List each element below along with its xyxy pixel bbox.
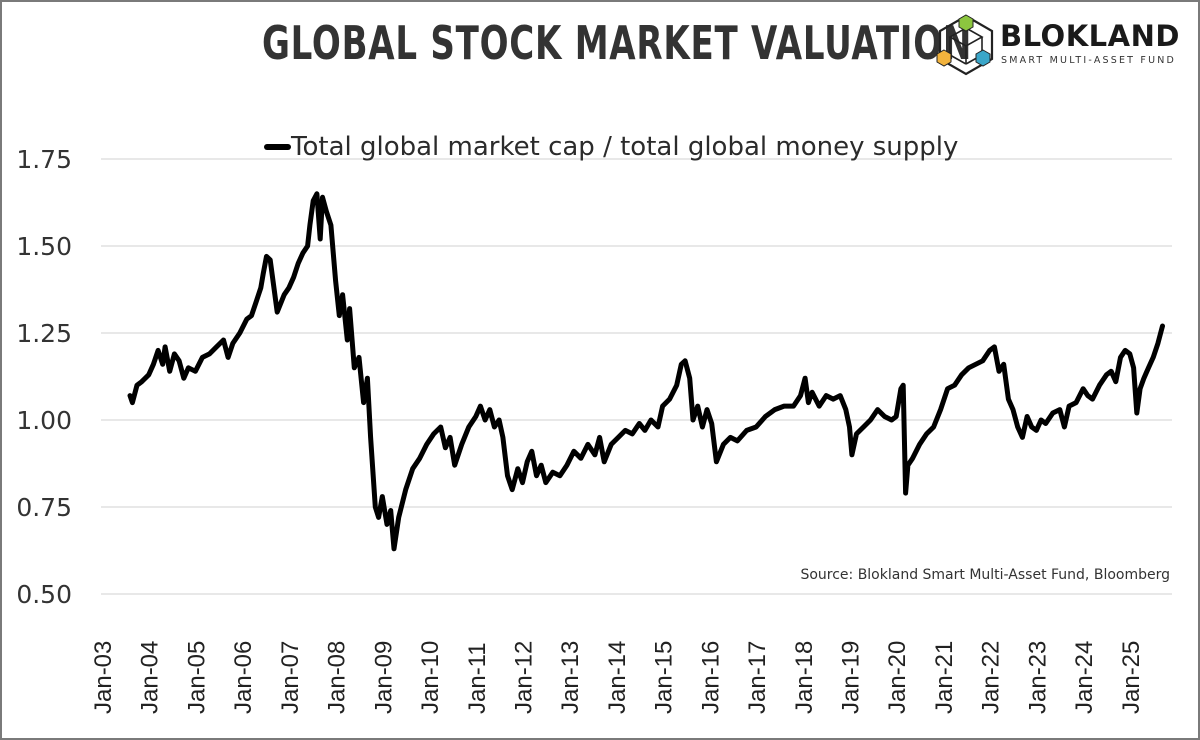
x-tick-label: Jan-09 [370, 641, 397, 714]
x-tick-label: Jan-10 [417, 641, 444, 714]
x-axis-ticks: Jan-03 Jan-04 Jan-05 Jan-06 Jan-07 Jan-08 Jan-… [90, 641, 1145, 714]
y-tick-label: 1.50 [16, 232, 72, 261]
x-tick-label: Jan-15 [651, 641, 678, 714]
x-tick-label: Jan-25 [1118, 641, 1145, 714]
x-tick-label: Jan-07 [277, 641, 304, 714]
x-tick-label: Jan-18 [791, 641, 818, 714]
x-tick-label: Jan-17 [744, 641, 771, 714]
x-tick-label: Jan-08 [324, 641, 351, 714]
legend: Total global market cap / total global m… [264, 132, 958, 162]
logo-tagline: SMART MULTI-ASSET FUND [1001, 55, 1177, 66]
x-tick-label: Jan-20 [884, 641, 911, 714]
hexagon-cube-icon [936, 14, 994, 76]
source-note: Source: Blokland Smart Multi-Asset Fund,… [800, 567, 1170, 583]
x-tick-label: Jan-11 [464, 642, 491, 714]
chart-title: GLOBAL STOCK MARKET VALUATION [262, 16, 973, 70]
x-tick-label: Jan-23 [1024, 641, 1051, 714]
x-tick-label: Jan-14 [604, 641, 631, 714]
y-tick-label: 1.75 [16, 145, 72, 174]
x-tick-label: Jan-06 [230, 641, 257, 714]
x-tick-label: Jan-03 [90, 641, 117, 714]
y-tick-label: 0.50 [16, 580, 72, 609]
x-tick-label: Jan-22 [978, 641, 1005, 714]
y-tick-label: 1.00 [16, 406, 72, 435]
yellow-cube [936, 49, 952, 67]
legend-label: Total global market cap / total global m… [290, 132, 958, 162]
y-tick-label: 0.75 [16, 493, 72, 522]
x-tick-label: Jan-12 [510, 641, 537, 714]
logo-name: BLOKLAND [1000, 19, 1180, 53]
x-tick-label: Jan-21 [931, 641, 958, 714]
x-tick-label: Jan-13 [557, 641, 584, 714]
series-line [127, 191, 1165, 552]
y-tick-label: 1.25 [16, 319, 72, 348]
x-tick-label: Jan-16 [697, 641, 724, 714]
x-tick-label: Jan-24 [1071, 641, 1098, 714]
blokland-logo: BLOKLAND SMART MULTI-ASSET FUND [936, 14, 1186, 76]
x-tick-label: Jan-19 [838, 641, 865, 714]
series-group [127, 191, 1165, 552]
green-cube [958, 14, 974, 32]
x-tick-label: Jan-04 [137, 641, 164, 714]
x-tick-label: Jan-05 [183, 641, 210, 714]
y-axis-ticks: 1.75 1.50 1.25 1.00 0.75 0.50 [16, 145, 72, 609]
gridlines [101, 158, 1172, 595]
blue-cube [975, 49, 991, 67]
